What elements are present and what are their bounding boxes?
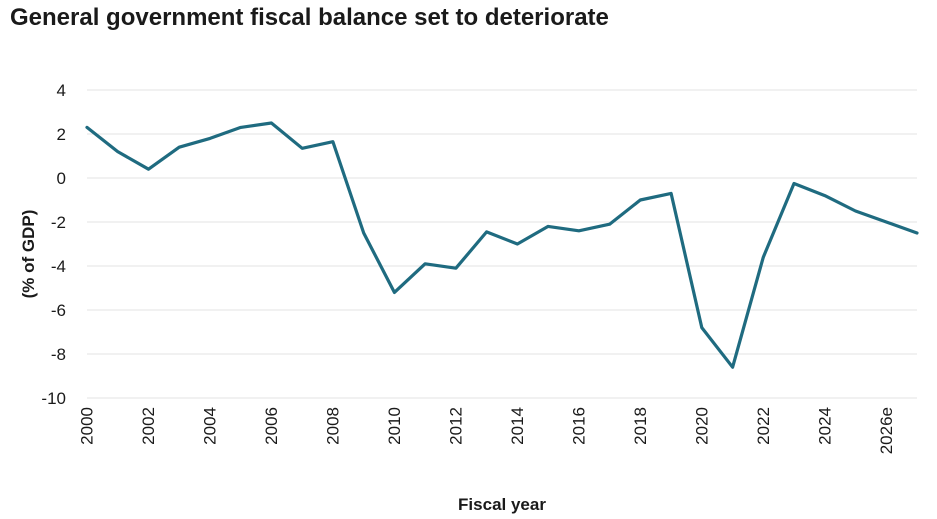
data-point xyxy=(701,326,703,328)
chart-title: General government fiscal balance set to… xyxy=(10,4,609,31)
data-point xyxy=(731,366,733,368)
y-tick-label: 2 xyxy=(57,125,66,144)
series-layer xyxy=(85,121,919,369)
data-point xyxy=(270,122,272,124)
x-tick-label: 2020 xyxy=(692,407,711,445)
x-tick-label: 2006 xyxy=(262,407,281,445)
x-tick-labels: 2000 2002 2004 2006 2008 2010 2012 2014 2016 2018… xyxy=(78,407,896,454)
x-tick-label: 2016 xyxy=(569,407,588,445)
y-tick-label: 4 xyxy=(57,81,66,100)
data-point xyxy=(362,232,364,234)
data-point xyxy=(147,168,149,170)
data-point xyxy=(762,256,764,258)
data-point xyxy=(178,146,180,148)
x-tick-label: 2012 xyxy=(446,407,465,445)
y-tick-label: -8 xyxy=(51,345,66,364)
data-point xyxy=(240,126,242,128)
data-point xyxy=(916,232,918,234)
data-point xyxy=(885,221,887,223)
y-axis-title: (% of GDP) xyxy=(19,210,38,299)
data-point xyxy=(793,182,795,184)
x-tick-label: 2000 xyxy=(78,407,97,445)
y-tick-label: -6 xyxy=(51,301,66,320)
data-point xyxy=(578,230,580,232)
data-point xyxy=(608,223,610,225)
data-point xyxy=(393,291,395,293)
data-point xyxy=(86,126,88,128)
data-point xyxy=(301,147,303,149)
data-point xyxy=(332,141,334,143)
data-point xyxy=(424,263,426,265)
y-tick-label: 0 xyxy=(57,169,66,188)
data-point xyxy=(455,267,457,269)
data-point xyxy=(670,192,672,194)
x-tick-label: 2014 xyxy=(508,407,527,445)
x-tick-label: 2008 xyxy=(323,407,342,445)
x-tick-label: 2010 xyxy=(385,407,404,445)
y-tick-label: -2 xyxy=(51,213,66,232)
y-tick-label: -4 xyxy=(51,257,66,276)
y-tick-labels: 4 2 0 -2 -4 -6 -8 -10 xyxy=(41,81,66,408)
data-point xyxy=(485,231,487,233)
x-tick-label: 2018 xyxy=(631,407,650,445)
data-point xyxy=(209,137,211,139)
data-point xyxy=(854,210,856,212)
x-tick-label: 2004 xyxy=(200,407,219,445)
data-point xyxy=(547,225,549,227)
data-point xyxy=(516,243,518,245)
x-tick-label: 2026e xyxy=(877,407,896,454)
x-tick-label: 2002 xyxy=(139,407,158,445)
data-point xyxy=(117,150,119,152)
x-tick-label: 2022 xyxy=(754,407,773,445)
y-tick-label: -10 xyxy=(41,389,66,408)
data-point xyxy=(824,194,826,196)
data-point xyxy=(639,199,641,201)
x-tick-label: 2024 xyxy=(815,407,834,445)
series-line xyxy=(85,121,919,369)
x-axis-title: Fiscal year xyxy=(458,495,546,514)
